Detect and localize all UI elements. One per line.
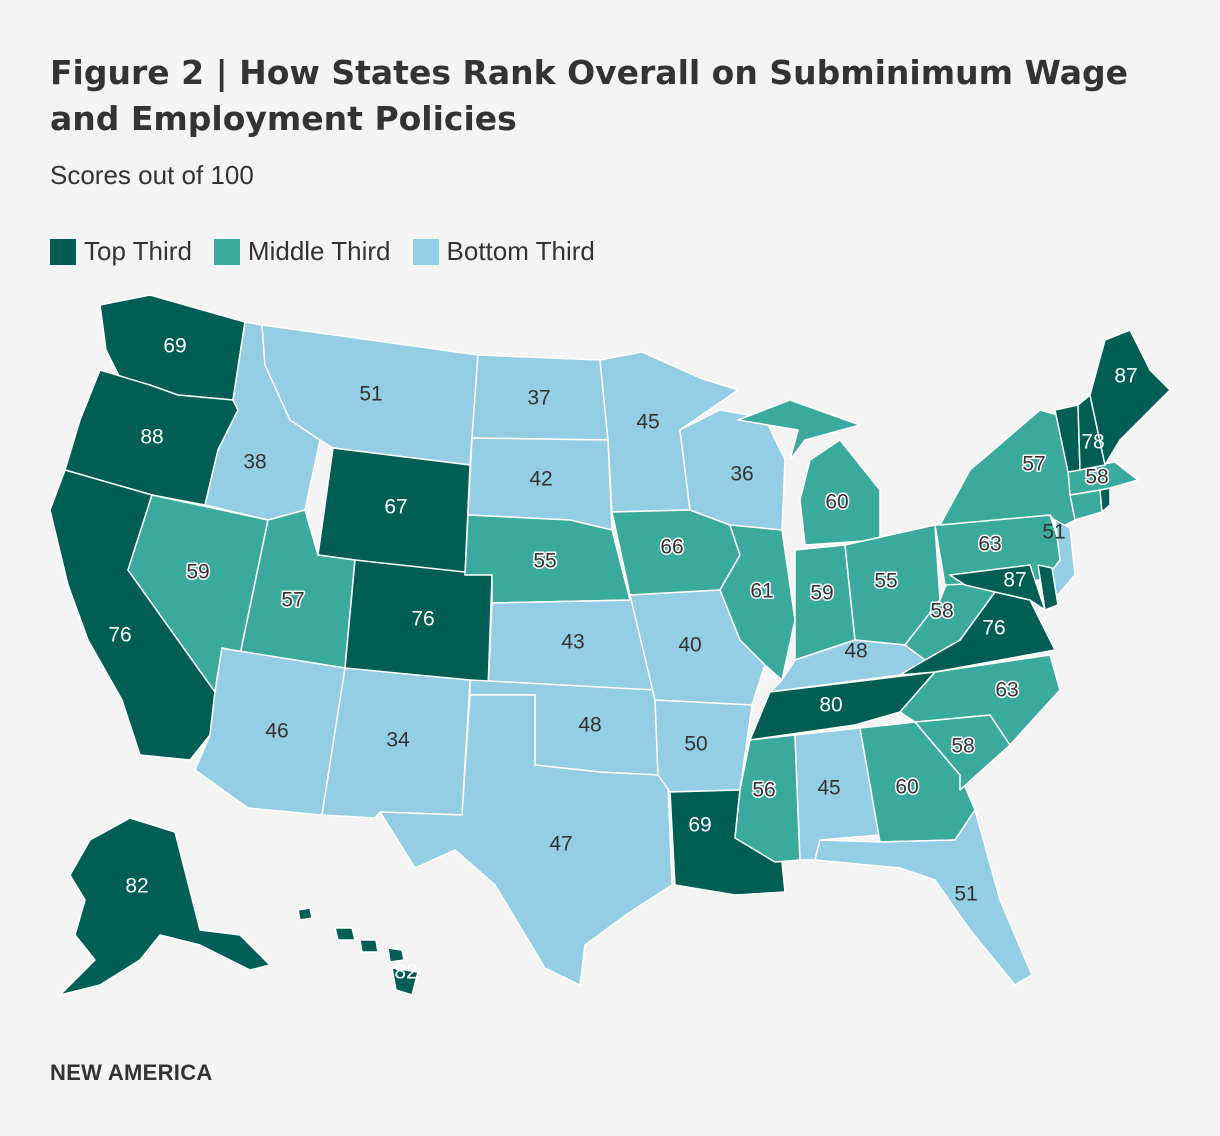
figure-subtitle: Scores out of 100	[50, 160, 254, 190]
score-label-az: 46	[265, 720, 288, 743]
score-label-oh: 55	[874, 570, 897, 593]
score-label-nj: 51	[1042, 521, 1065, 544]
legend-item-middle-third: Middle Third	[213, 236, 391, 267]
legend-swatch-bottom-third	[412, 238, 439, 265]
score-label-mo: 40	[678, 634, 701, 657]
score-label-wy: 67	[384, 496, 407, 519]
legend-item-top-third: Top Third	[50, 236, 192, 267]
figure-title: Figure 2 | How States Rank Overall on Su…	[50, 53, 1128, 138]
score-label-co: 76	[411, 608, 434, 631]
state-me[interactable]	[1089, 329, 1171, 466]
score-label-ga: 60	[895, 776, 918, 799]
score-label-va: 76	[982, 617, 1005, 640]
score-label-al: 45	[817, 777, 840, 800]
state-de[interactable]	[1037, 564, 1059, 611]
score-label-ks: 43	[561, 631, 584, 654]
score-label-ms: 56	[752, 779, 775, 802]
score-label-wa: 69	[163, 335, 186, 358]
state-ma[interactable]	[1067, 461, 1139, 496]
publisher-logo: NEW AMERICA	[50, 1060, 213, 1085]
score-label-me: 87	[1114, 365, 1137, 388]
score-label-ok: 48	[578, 714, 601, 737]
state-ri[interactable]	[1099, 487, 1111, 513]
score-label-hi: 82	[394, 961, 417, 984]
score-label-ar: 50	[684, 733, 707, 756]
score-label-ca: 76	[108, 624, 131, 647]
score-label-mn: 45	[636, 411, 659, 434]
score-label-sc: 58	[951, 735, 974, 758]
legend-label-middle-third: Middle Third	[247, 236, 391, 266]
legend-label-top-third: Top Third	[84, 236, 192, 266]
score-label-nc: 63	[995, 679, 1018, 702]
score-label-id: 38	[243, 451, 266, 474]
score-label-tn: 80	[819, 694, 842, 717]
state-fl[interactable]	[814, 809, 1033, 986]
score-label-ak: 82	[125, 875, 148, 898]
state-hi[interactable]	[297, 907, 419, 996]
state-il[interactable]	[719, 524, 796, 681]
state-wi[interactable]	[679, 409, 786, 531]
state-tx[interactable]	[379, 694, 673, 986]
score-label-ia: 66	[660, 536, 683, 559]
score-label-ny: 57	[1022, 453, 1045, 476]
score-label-nd: 37	[527, 387, 550, 410]
legend-label-bottom-third: Bottom Third	[446, 236, 595, 266]
score-label-wv: 58	[930, 600, 953, 623]
score-label-il: 61	[750, 580, 773, 603]
score-label-sd: 42	[529, 468, 552, 491]
score-label-nv: 59	[186, 561, 209, 584]
legend-swatch-middle-third	[213, 238, 240, 265]
state-tn[interactable]	[749, 671, 936, 741]
state-ak[interactable]	[59, 817, 271, 996]
score-label-nh: 78	[1081, 431, 1104, 454]
score-label-wi: 36	[730, 463, 753, 486]
legend-item-bottom-third: Bottom Third	[412, 236, 595, 267]
score-label-tx: 47	[549, 833, 572, 856]
score-label-mi: 60	[825, 491, 848, 514]
score-label-ne: 55	[533, 550, 556, 573]
score-label-nm: 34	[386, 729, 410, 752]
score-label-md: 87	[1003, 569, 1026, 592]
score-label-or: 88	[140, 426, 163, 449]
score-label-in: 59	[810, 582, 833, 605]
score-label-fl: 51	[954, 883, 977, 906]
score-label-ky: 48	[844, 640, 867, 663]
state-md[interactable]	[949, 564, 1046, 611]
score-label-la: 69	[688, 814, 711, 837]
score-label-ma: 58	[1085, 466, 1108, 489]
score-label-pa: 63	[978, 533, 1001, 556]
legend: Top Third Middle Third Bottom Third	[50, 236, 595, 267]
legend-swatch-top-third	[50, 238, 76, 265]
score-label-ut: 57	[281, 589, 304, 612]
score-label-mt: 51	[359, 383, 382, 406]
